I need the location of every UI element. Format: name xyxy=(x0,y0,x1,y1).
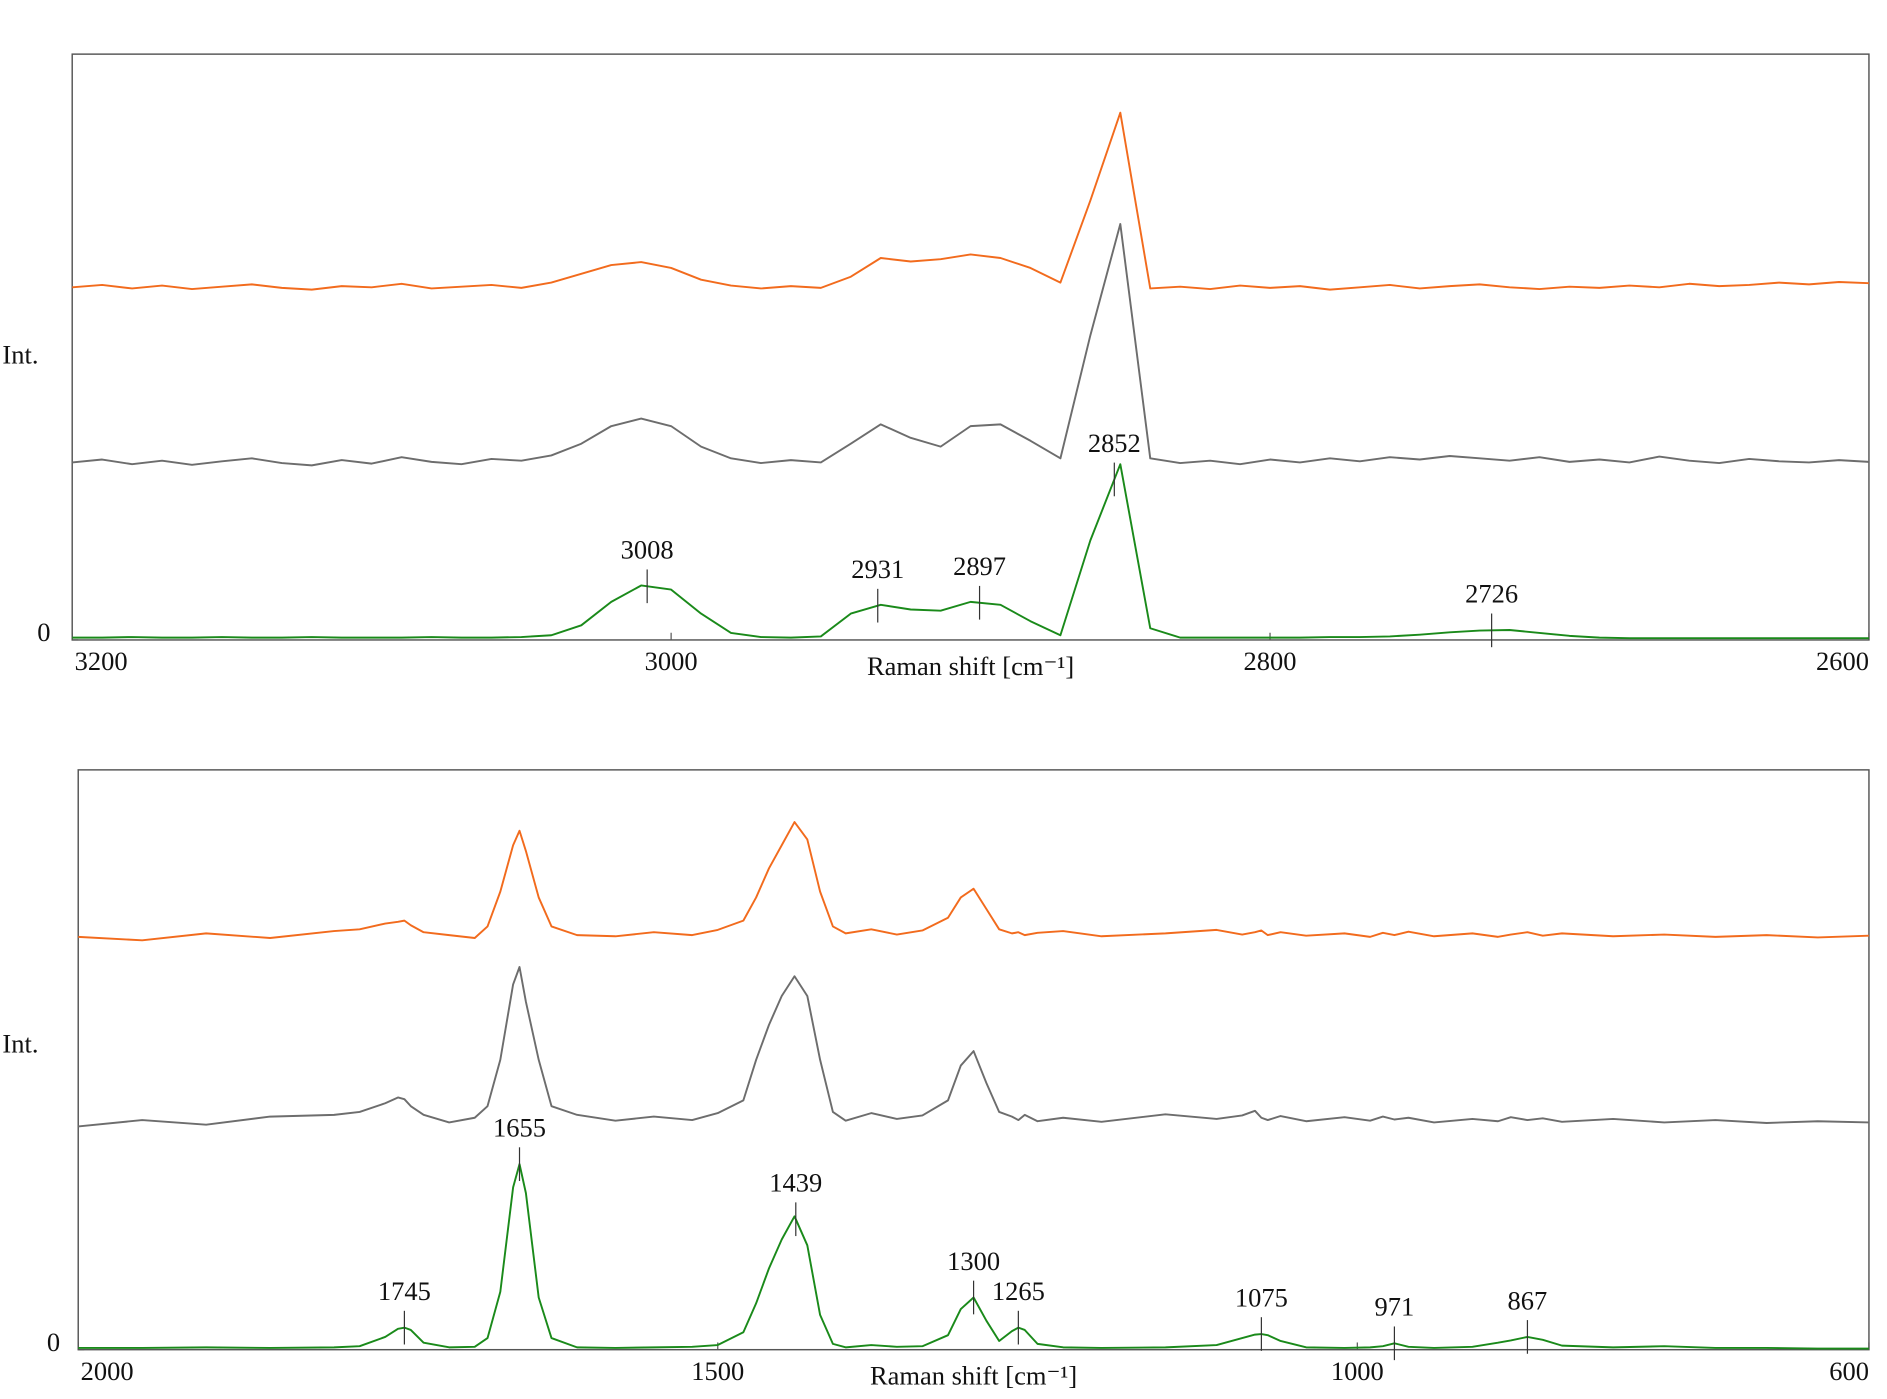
y-axis-label: Int. xyxy=(2,1029,38,1059)
x-tick-label: 2600 xyxy=(1816,646,1869,676)
peak-label: 2852 xyxy=(1088,428,1141,458)
peak-label: 867 xyxy=(1508,1285,1548,1315)
peak-label: 2726 xyxy=(1465,579,1518,609)
x-tick-label: 2800 xyxy=(1244,646,1297,676)
spectrum-line xyxy=(78,966,1869,1128)
peak-label: 1300 xyxy=(947,1246,1000,1276)
x-axis-label: Raman shift [cm⁻¹] xyxy=(870,1361,1077,1391)
spectrum-line xyxy=(72,111,1869,291)
peak-label: 1439 xyxy=(769,1168,822,1198)
x-tick-label: 3200 xyxy=(75,646,128,676)
x-tick-label: 2000 xyxy=(81,1356,134,1386)
y-tick-label: 0 xyxy=(37,617,50,647)
x-tick-label: 3000 xyxy=(645,646,698,676)
y-tick-label: 0 xyxy=(47,1327,60,1357)
spectrum-line xyxy=(78,821,1869,942)
plot-frame xyxy=(71,53,1870,641)
peak-label: 971 xyxy=(1375,1292,1415,1322)
peak-label: 3008 xyxy=(621,535,674,565)
spectrum-line xyxy=(72,463,1869,640)
x-axis-label: Raman shift [cm⁻¹] xyxy=(867,651,1074,681)
peak-label: 2931 xyxy=(851,554,904,584)
x-tick-label: 1500 xyxy=(691,1356,744,1386)
x-tick-label: 1000 xyxy=(1331,1356,1384,1386)
plot-frame xyxy=(77,769,1870,1351)
peak-label: 1265 xyxy=(992,1276,1045,1306)
peak-label: 1075 xyxy=(1235,1282,1288,1312)
peak-label: 1655 xyxy=(493,1113,546,1143)
y-axis-label: Int. xyxy=(2,339,38,369)
peak-label: 1745 xyxy=(378,1276,431,1306)
spectrum-line xyxy=(72,223,1870,467)
x-tick-label: 600 xyxy=(1829,1356,1869,1386)
peak-label: 2897 xyxy=(953,551,1006,581)
spectrum-line xyxy=(78,1163,1869,1350)
